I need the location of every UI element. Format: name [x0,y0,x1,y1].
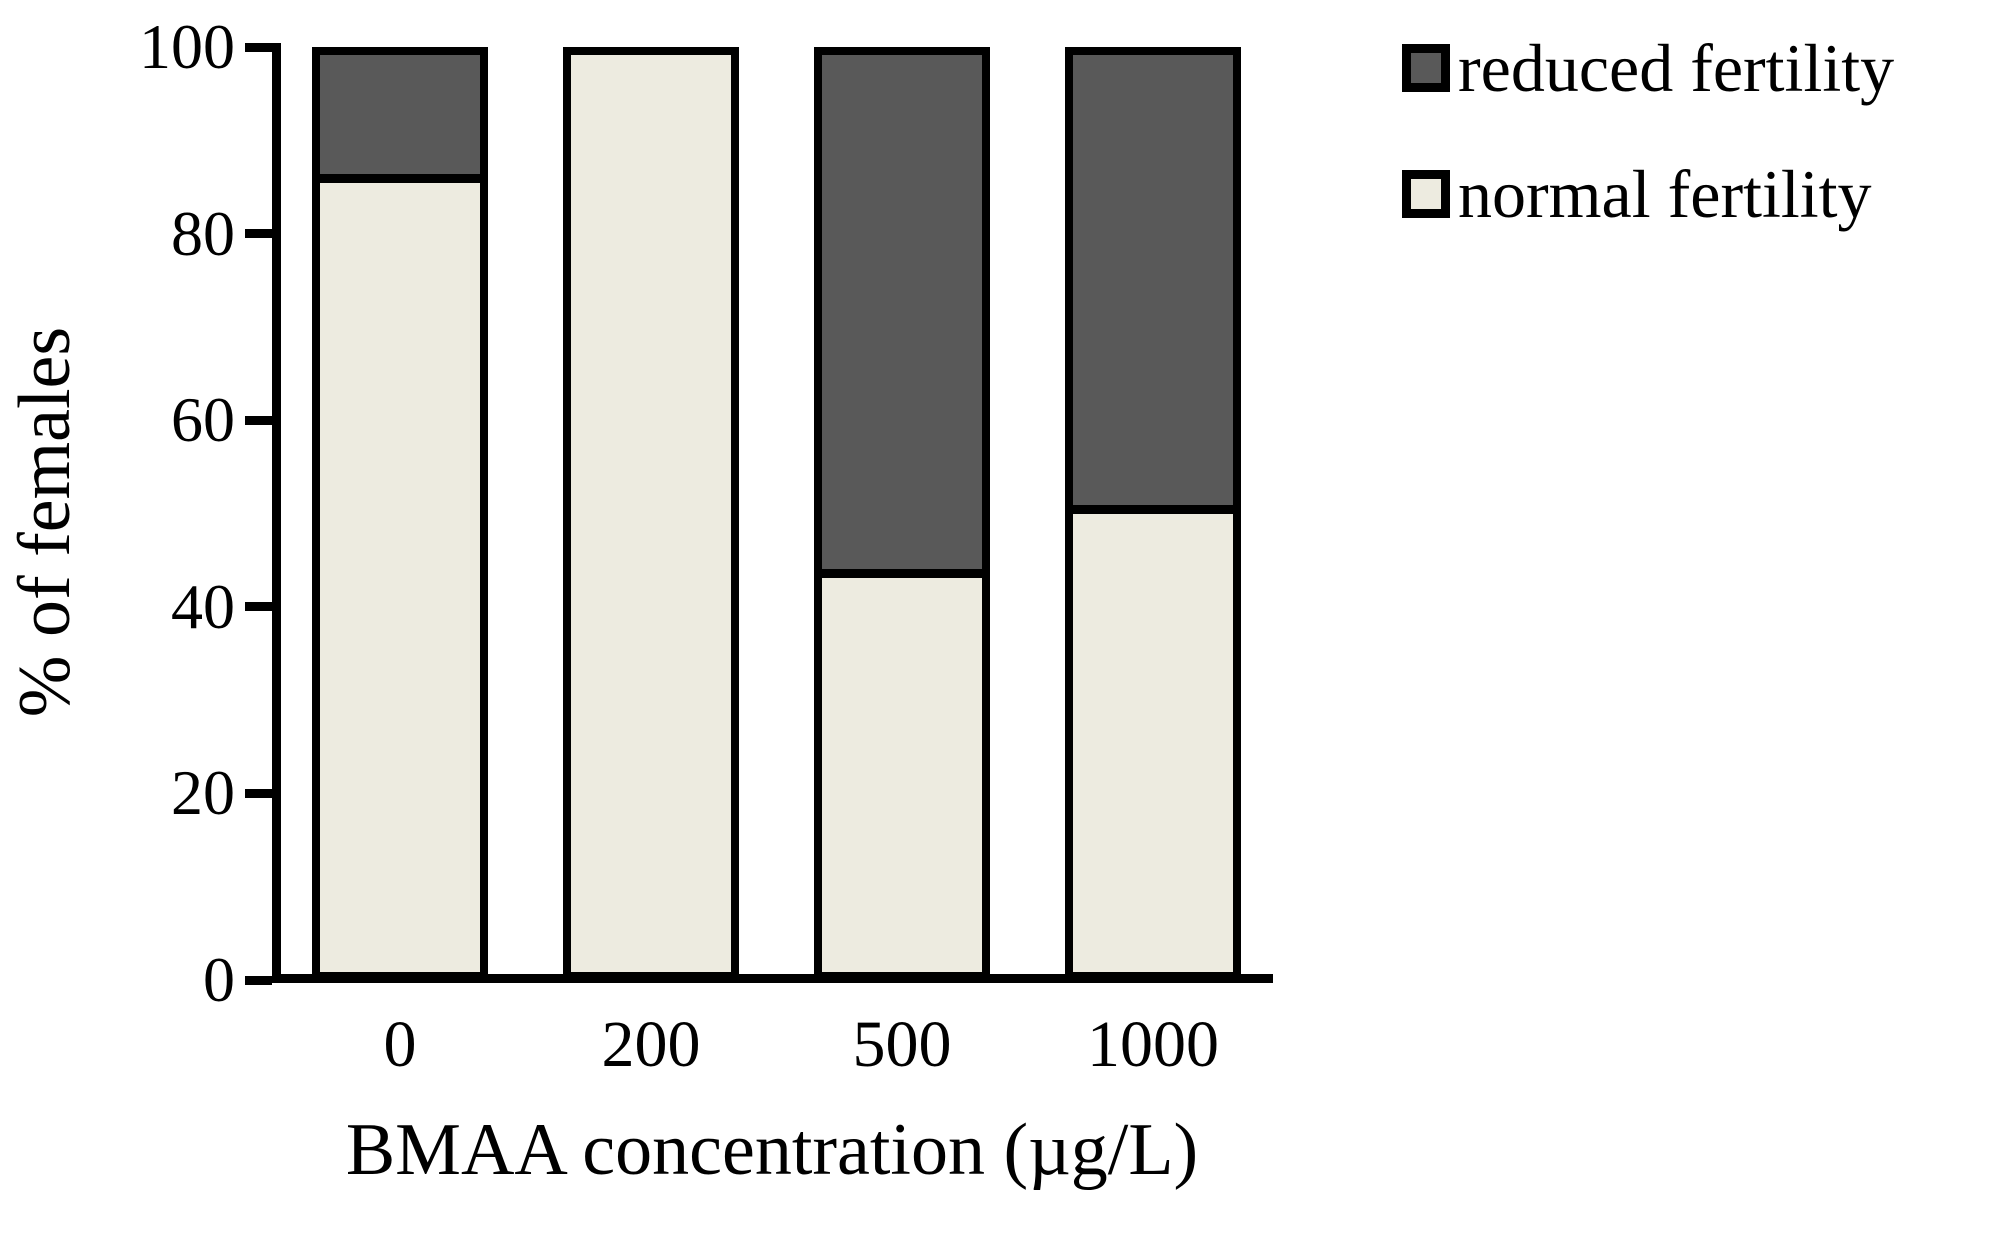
x-tick-label-1000: 1000 [1087,1008,1219,1081]
bar-500 [814,47,990,980]
x-tick-label-500: 500 [852,1008,952,1081]
legend-label: normal fertility [1458,156,1872,232]
bar-1000-reduced-segment [1073,55,1233,514]
y-tick-mark [245,415,272,425]
legend-item: reduced fertility [1402,30,1894,106]
y-tick-mark [245,975,272,985]
bar-0 [312,47,488,980]
legend-label: reduced fertility [1458,30,1895,106]
bar-200 [563,47,739,980]
x-tick-label-0: 0 [383,1008,417,1081]
y-tick-mark [245,788,272,798]
y-tick-label: 60 [171,384,235,456]
x-axis-line [272,974,1273,983]
y-tick-label: 0 [203,944,235,1015]
x-axis-title: BMAA concentration (µg/L) [345,1109,1199,1191]
x-tick-label-200: 200 [601,1008,701,1081]
y-tick-label: 40 [171,570,235,642]
y-tick-mark [245,602,272,612]
legend: reduced fertility normal fertility [1402,30,1894,232]
y-tick-mark [245,229,272,239]
y-tick-label: 100 [139,11,235,82]
y-tick-label: 80 [171,197,235,269]
legend-swatch-icon [1402,44,1450,92]
y-tick-mark [245,42,272,52]
legend-swatch-icon [1402,170,1450,218]
y-axis-line [272,43,281,983]
legend-item: normal fertility [1402,156,1894,232]
bar-500-reduced-segment [822,55,982,578]
y-tick-label: 20 [171,757,235,829]
bar-1000 [1065,47,1241,980]
bar-0-reduced-segment [320,55,480,183]
